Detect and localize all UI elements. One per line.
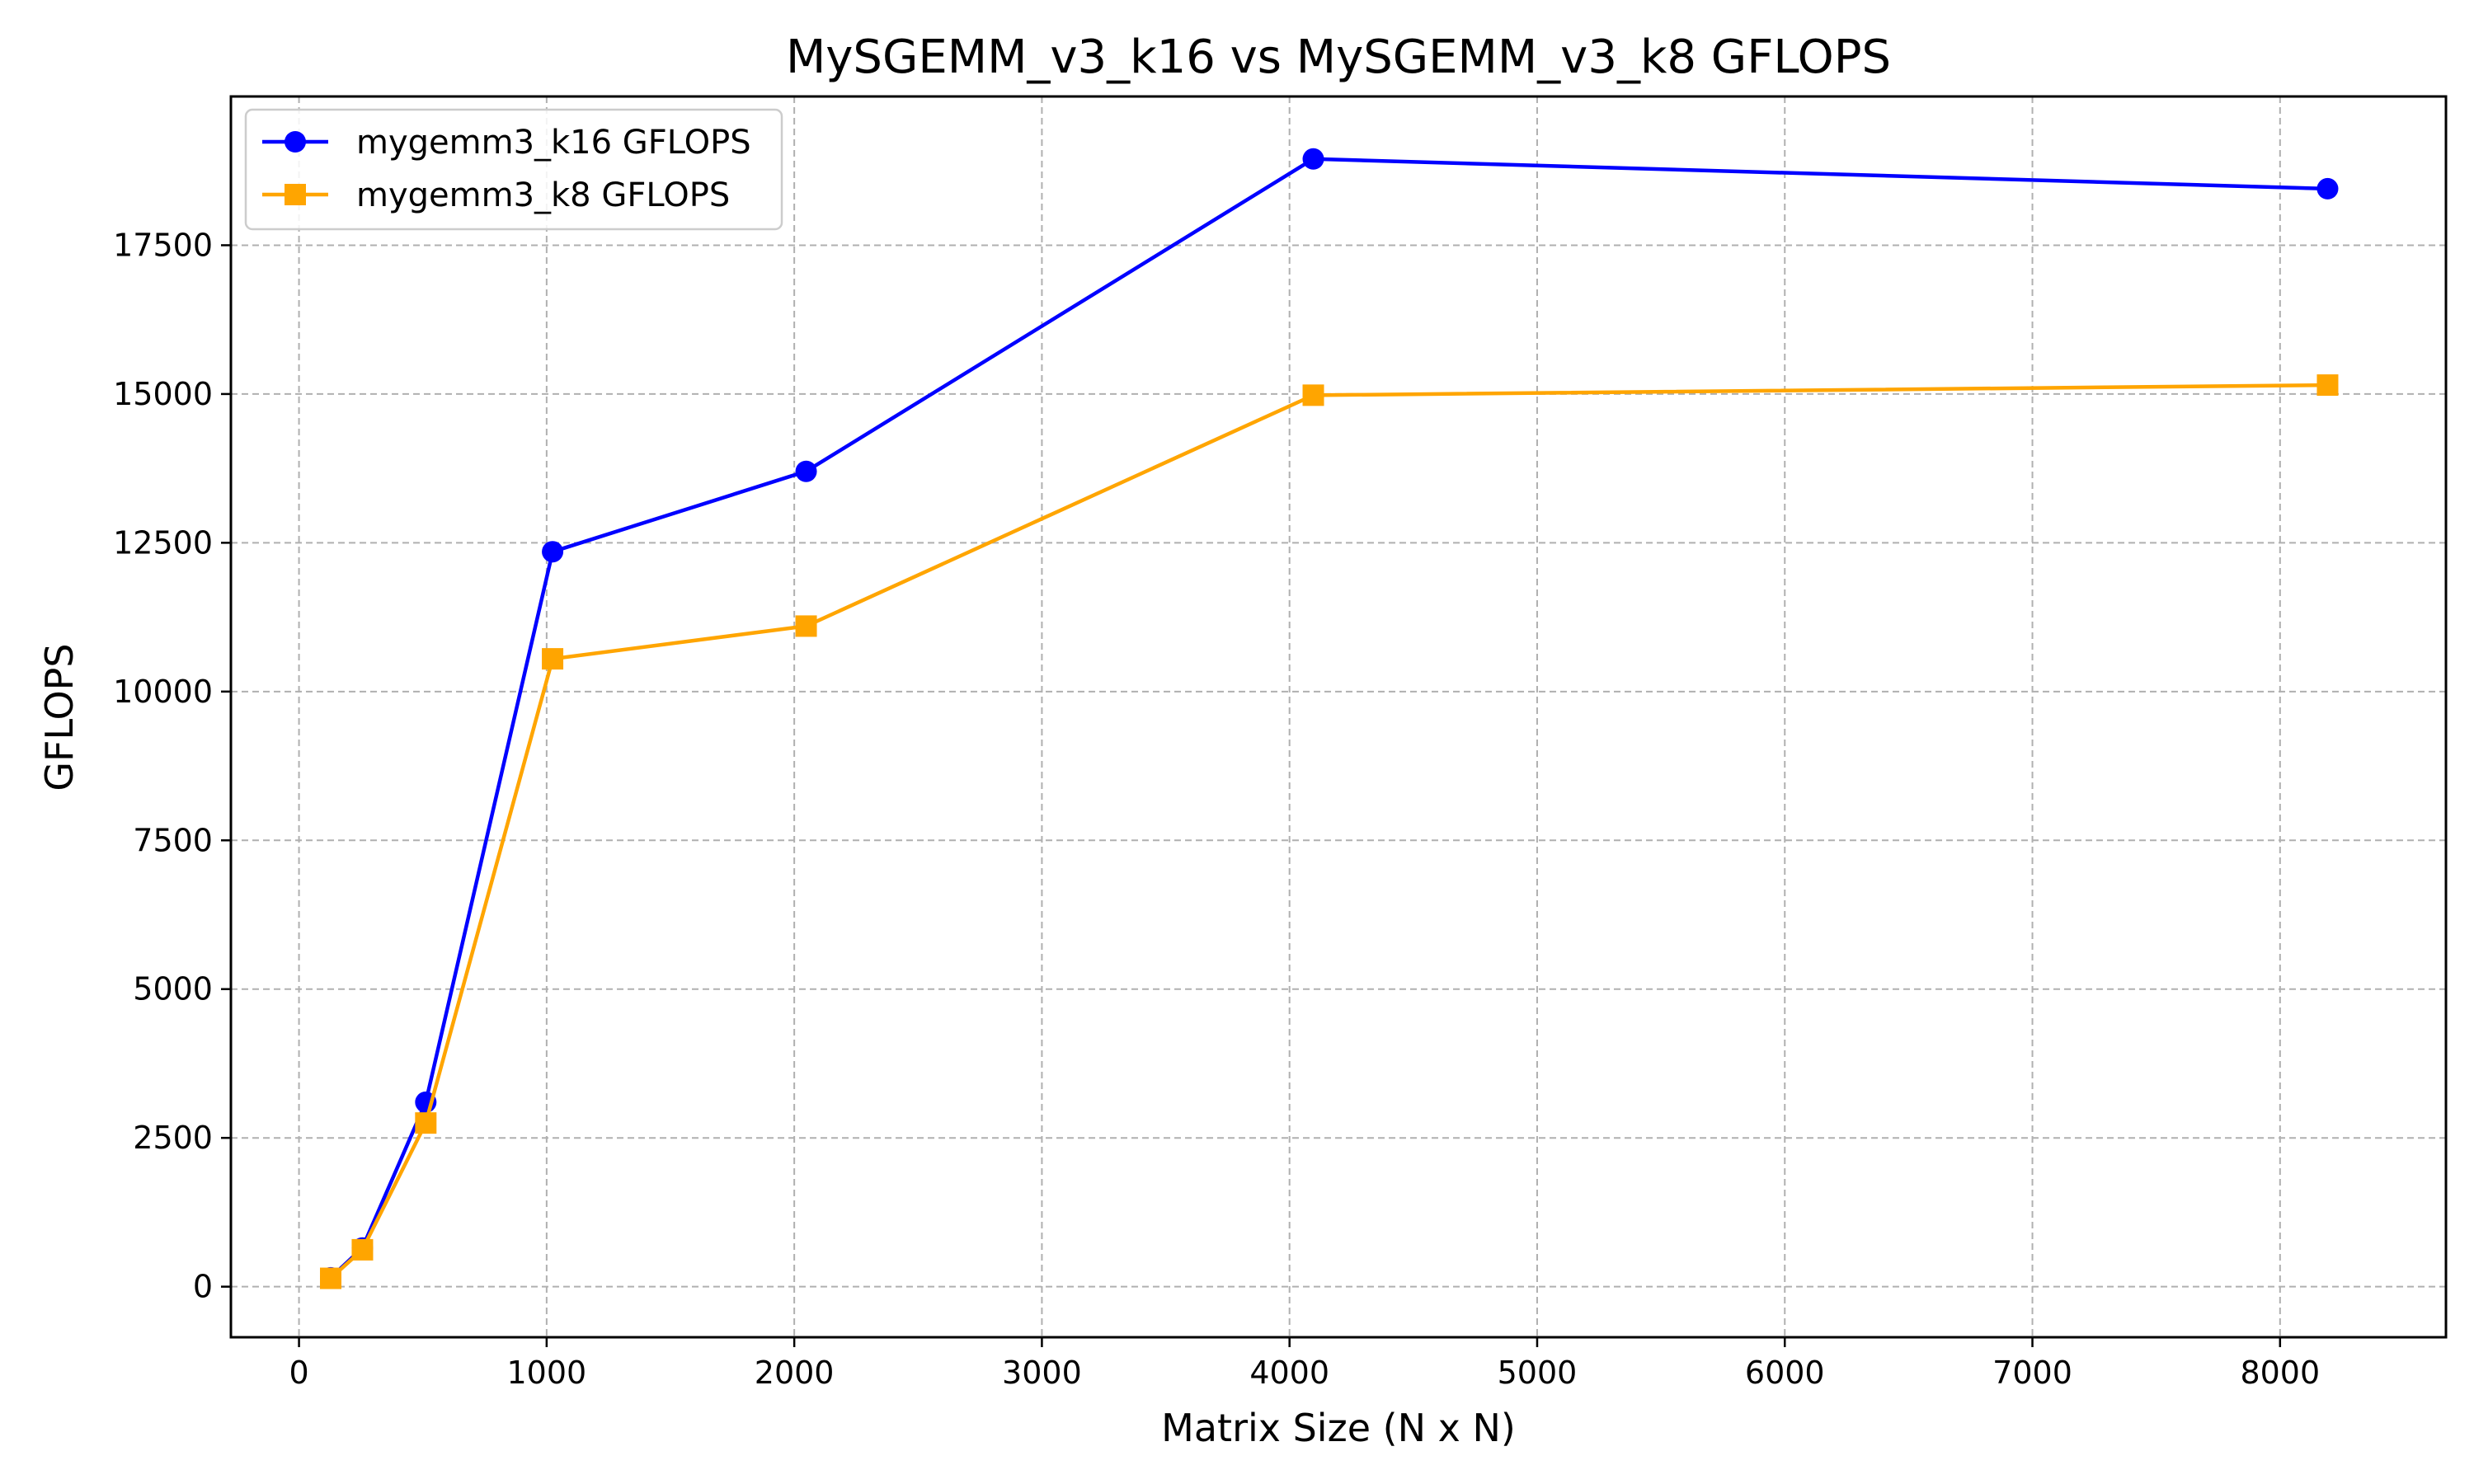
data-point-k8 xyxy=(2316,374,2339,397)
x-tick-label: 3000 xyxy=(1002,1355,1082,1391)
x-tick-label: 2000 xyxy=(755,1355,835,1391)
x-axis-label: Matrix Size (N x N) xyxy=(1161,1406,1516,1450)
y-tick-label: 7500 xyxy=(133,822,213,858)
legend-marker-k8 xyxy=(285,184,306,205)
legend: mygemm3_k16 GFLOPS mygemm3_k8 GFLOPS xyxy=(244,108,783,231)
chart-title: MySGEMM_v3_k16 vs MySGEMM_v3_k8 GFLOPS xyxy=(786,31,1891,84)
y-axis-label: GFLOPS xyxy=(37,643,82,791)
data-point-k16 xyxy=(795,460,817,482)
data-point-k16 xyxy=(1302,148,1324,170)
x-tick-label: 7000 xyxy=(1992,1355,2072,1391)
y-tick-label: 5000 xyxy=(133,971,213,1007)
y-tick-label: 15000 xyxy=(113,376,213,412)
data-point-k8 xyxy=(1302,384,1324,406)
x-tick-label: 8000 xyxy=(2240,1355,2320,1391)
legend-box xyxy=(244,108,783,231)
data-point-k8 xyxy=(795,615,817,637)
y-tick-label: 10000 xyxy=(113,674,213,710)
data-point-k8 xyxy=(542,648,564,670)
legend-label-k16: mygemm3_k16 GFLOPS xyxy=(356,124,751,162)
y-tick-label: 12500 xyxy=(113,524,213,561)
legend-label-k8: mygemm3_k8 GFLOPS xyxy=(356,176,730,214)
data-point-k8 xyxy=(415,1112,437,1134)
x-tick-label: 6000 xyxy=(1745,1355,1825,1391)
data-point-k16 xyxy=(542,541,564,563)
series-layer xyxy=(320,148,2339,1289)
y-tick-label: 2500 xyxy=(133,1120,213,1156)
x-tick-label: 4000 xyxy=(1249,1355,1329,1391)
y-axis-ticks: 0 2500 5000 7500 10000 12500 15000 17500 xyxy=(113,227,231,1305)
data-point-k8 xyxy=(351,1238,374,1261)
plot-frame xyxy=(229,95,2448,1339)
grid-lines xyxy=(231,96,2446,1337)
x-tick-label: 5000 xyxy=(1498,1355,1578,1391)
data-point-k8 xyxy=(320,1267,342,1289)
data-point-k16 xyxy=(2316,177,2339,200)
x-axis-ticks: 0 1000 2000 3000 4000 5000 6000 7000 8000 xyxy=(289,1337,2320,1391)
legend-marker-k16 xyxy=(285,131,306,153)
x-tick-label: 1000 xyxy=(506,1355,586,1391)
x-tick-label: 0 xyxy=(289,1355,308,1391)
y-tick-label: 17500 xyxy=(113,227,213,263)
y-tick-label: 0 xyxy=(193,1269,213,1305)
